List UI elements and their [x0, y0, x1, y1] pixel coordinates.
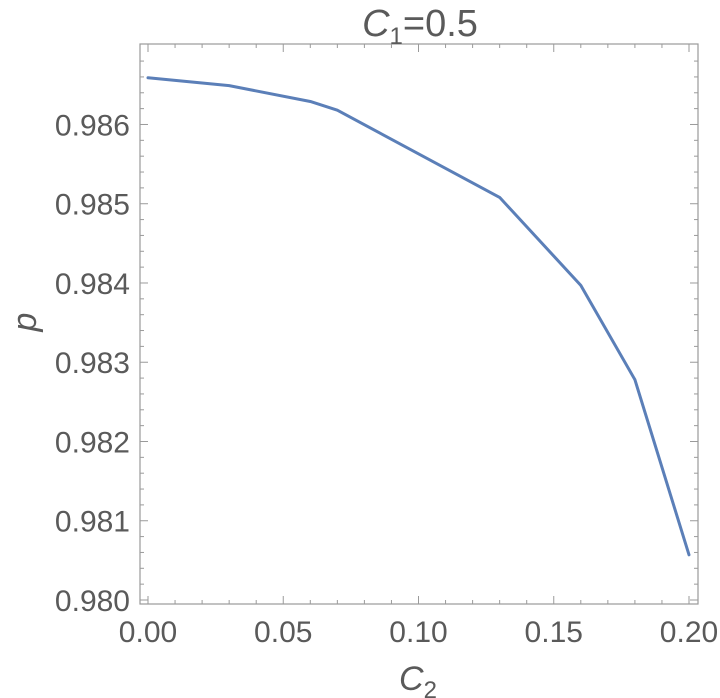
x-tick-label: 0.20	[660, 616, 718, 649]
series-line	[146, 76, 691, 557]
chart-title-prefix: C	[362, 3, 390, 45]
chart-title-subscript: 1	[390, 23, 403, 50]
y-tick-label: 0.984	[55, 268, 130, 301]
y-tick-label: 0.980	[55, 585, 130, 618]
y-axis-label: p	[6, 313, 44, 333]
plot-frame	[139, 43, 699, 605]
chart-title-suffix: =0.5	[403, 3, 478, 45]
x-axis-label: C2	[399, 660, 437, 698]
y-tick-label: 0.983	[55, 347, 130, 380]
chart-title: C1=0.5	[362, 3, 478, 50]
x-tick-label: 0.05	[254, 616, 312, 649]
y-tick-label: 0.985	[55, 189, 130, 222]
x-axis-label-subscript: 2	[424, 677, 437, 698]
x-tick-label: 0.15	[525, 616, 583, 649]
y-tick-label: 0.981	[55, 506, 130, 539]
y-tick-label: 0.986	[55, 109, 130, 142]
x-tick-label: 0.10	[389, 616, 447, 649]
x-tick-label: 0.00	[119, 616, 177, 649]
y-tick-label: 0.982	[55, 426, 130, 459]
x-axis-label-main: C	[399, 660, 424, 698]
